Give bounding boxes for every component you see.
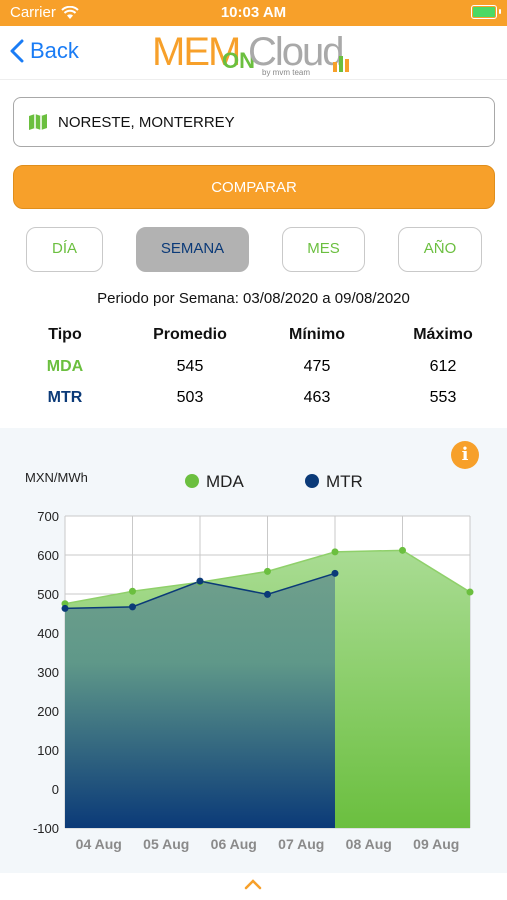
row-minimo: 463 bbox=[303, 389, 331, 406]
y-tick-label: 200 bbox=[37, 704, 59, 719]
chevron-left-icon bbox=[10, 39, 24, 63]
y-tick-label: 700 bbox=[37, 509, 59, 524]
battery-icon bbox=[471, 5, 501, 19]
mtr-point bbox=[129, 603, 136, 611]
x-tick-label: 09 Aug bbox=[413, 836, 459, 852]
clock: 10:03 AM bbox=[220, 4, 287, 21]
y-tick-label: 100 bbox=[37, 743, 59, 758]
navigation-bar: Back MEM ON Cloud by mvm team bbox=[0, 26, 507, 80]
bottom-strip bbox=[0, 873, 507, 900]
legend-marker bbox=[185, 474, 199, 488]
period-year-button[interactable]: AÑO bbox=[398, 227, 482, 272]
mda-point bbox=[264, 567, 271, 575]
row-maximo: 612 bbox=[429, 358, 457, 375]
y-tick-label: 600 bbox=[37, 548, 59, 563]
row-tipo: MTR bbox=[47, 389, 83, 406]
stats-header-row: Tipo Promedio Mínimo Máximo bbox=[0, 326, 507, 350]
header-maximo: Máximo bbox=[413, 326, 473, 343]
wifi-icon bbox=[61, 5, 79, 19]
y-axis-label: MXN/MWh bbox=[25, 470, 88, 485]
period-day-button[interactable]: DÍA bbox=[26, 227, 103, 272]
header-tipo: Tipo bbox=[48, 326, 82, 343]
x-tick-label: 06 Aug bbox=[211, 836, 257, 852]
app-logo: MEM ON Cloud by mvm team bbox=[152, 30, 362, 78]
x-tick-label: 04 Aug bbox=[76, 836, 122, 852]
carrier: Carrier bbox=[10, 4, 79, 21]
header-promedio: Promedio bbox=[153, 326, 227, 343]
carrier-label: Carrier bbox=[10, 4, 56, 21]
mtr-point bbox=[61, 604, 69, 612]
region-selector[interactable]: NORESTE, MONTERREY bbox=[13, 97, 495, 147]
table-row: MDA 545 475 612 bbox=[0, 358, 507, 382]
mtr-point bbox=[264, 590, 271, 598]
legend-label: MDA bbox=[206, 472, 244, 491]
x-tick-label: 05 Aug bbox=[143, 836, 189, 852]
period-range: Periodo por Semana: 03/08/2020 a 09/08/2… bbox=[97, 290, 410, 307]
header-minimo: Mínimo bbox=[289, 326, 345, 343]
info-icon[interactable]: i bbox=[451, 441, 479, 469]
price-chart: 700 600 500 400 300 200 100 0 -100 04 Aug 05 Aug 06… bbox=[25, 470, 474, 852]
mda-point bbox=[129, 587, 136, 595]
y-tick-label: 300 bbox=[37, 665, 59, 680]
back-button[interactable]: Back bbox=[10, 38, 79, 64]
mda-point bbox=[331, 548, 339, 556]
mda-point bbox=[399, 546, 406, 554]
row-promedio: 545 bbox=[176, 358, 204, 375]
y-tick-label: 500 bbox=[37, 587, 59, 602]
mtr-point bbox=[196, 577, 204, 585]
status-bar: Carrier 10:03 AM bbox=[0, 0, 507, 26]
chart-panel: 700 600 500 400 300 200 100 0 -100 04 Aug 05 Aug 06… bbox=[0, 428, 507, 873]
x-tick-label: 08 Aug bbox=[346, 836, 392, 852]
compare-button[interactable]: COMPARAR bbox=[13, 165, 495, 209]
back-label: Back bbox=[30, 38, 79, 63]
chevron-up-icon[interactable] bbox=[243, 878, 263, 890]
map-icon bbox=[29, 114, 47, 130]
mtr-area bbox=[65, 573, 335, 828]
region-label: NORESTE, MONTERREY bbox=[58, 113, 235, 131]
y-tick-label: -100 bbox=[33, 821, 59, 836]
mtr-point bbox=[331, 569, 339, 577]
legend-label: MTR bbox=[326, 472, 363, 491]
y-tick-label: 0 bbox=[52, 782, 59, 797]
row-maximo: 553 bbox=[429, 389, 457, 406]
x-tick-label: 07 Aug bbox=[278, 836, 324, 852]
period-week-button[interactable]: SEMANA bbox=[136, 227, 249, 272]
legend-marker bbox=[305, 474, 319, 488]
row-minimo: 475 bbox=[303, 358, 331, 375]
period-month-button[interactable]: MES bbox=[282, 227, 365, 272]
mda-point bbox=[466, 588, 474, 596]
row-promedio: 503 bbox=[176, 389, 204, 406]
table-row: MTR 503 463 553 bbox=[0, 389, 507, 413]
row-tipo: MDA bbox=[46, 358, 84, 375]
y-tick-label: 400 bbox=[37, 626, 59, 641]
